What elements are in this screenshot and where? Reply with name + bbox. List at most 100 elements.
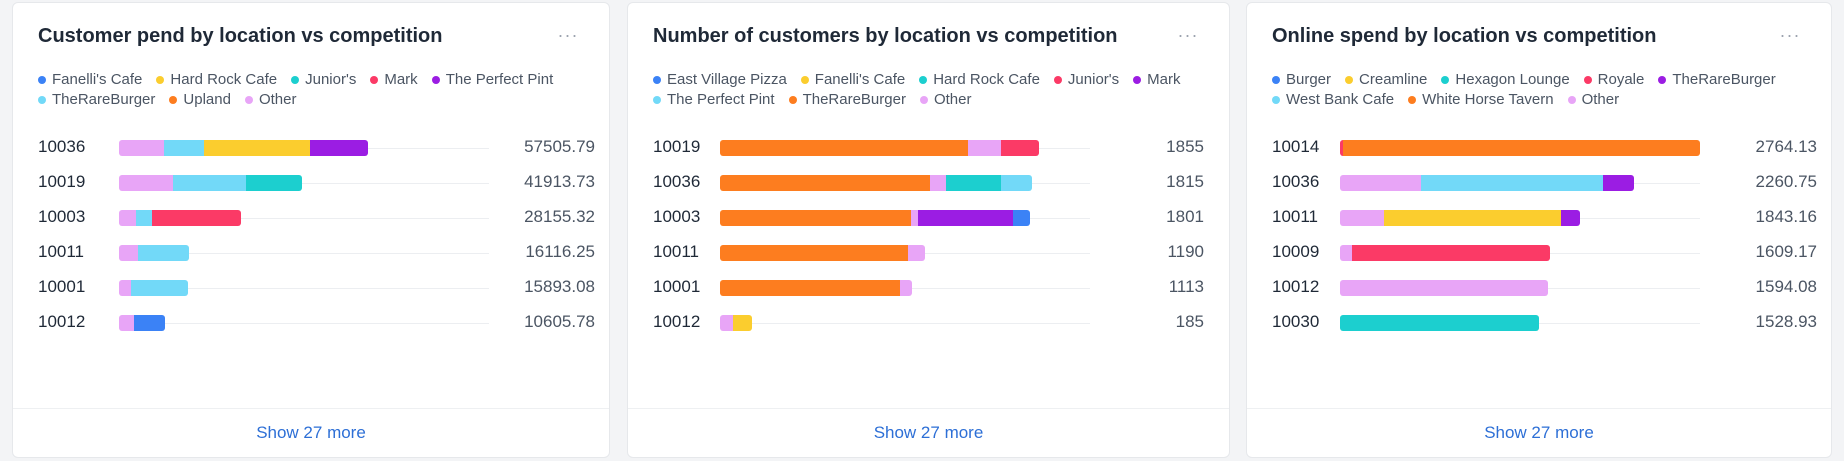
legend-item[interactable]: TheRareBurger [1658, 71, 1776, 89]
stacked-bar [119, 245, 189, 261]
legend-item[interactable]: Other [919, 91, 971, 109]
bar-row[interactable]: 10012 10605.78 [13, 306, 609, 341]
legend-item[interactable]: East Village Pizza [653, 71, 787, 89]
row-location-label: 10012 [1272, 277, 1320, 296]
bar-segment [131, 280, 189, 296]
bar-segment [1340, 140, 1344, 156]
stacked-bar [1340, 245, 1550, 261]
bar-row[interactable]: 10011 1190 [628, 236, 1229, 271]
row-total-value: 1113 [1168, 277, 1204, 296]
legend-item[interactable]: Burger [1272, 71, 1331, 89]
legend-label: Junior's [305, 71, 357, 88]
bar-row[interactable]: 10009 1609.17 [1247, 236, 1831, 271]
legend-item[interactable]: The Perfect Pint [653, 91, 775, 109]
bar-row[interactable]: 10019 41913.73 [13, 166, 609, 201]
row-total-value: 10605.78 [524, 312, 595, 331]
legend-label: Royale [1597, 71, 1645, 88]
row-location-label: 10003 [38, 207, 86, 226]
legend-item[interactable]: TheRareBurger [788, 91, 906, 109]
bar-segment [1561, 210, 1581, 226]
legend-item[interactable]: The Perfect Pint [431, 71, 554, 89]
legend-label: White Horse Tavern [1422, 91, 1554, 108]
bar-row[interactable]: 10011 1843.16 [1247, 201, 1831, 236]
legend-label: Hexagon Lounge [1455, 71, 1570, 88]
legend-item[interactable]: Hard Rock Cafe [919, 71, 1040, 89]
legend-item[interactable]: Junior's [291, 71, 356, 89]
card-footer: Show 27 more [1247, 408, 1831, 457]
card-footer: Show 27 more [13, 408, 609, 457]
row-location-label: 10012 [38, 312, 86, 331]
more-options-button[interactable]: ··· [1173, 23, 1203, 47]
bar-row[interactable]: 10036 2260.75 [1247, 166, 1831, 201]
bar-segment [310, 140, 369, 156]
legend-item[interactable]: Other [1567, 91, 1619, 109]
legend-color-dot [1133, 76, 1142, 84]
legend-color-dot [653, 96, 661, 104]
bar-segment [1340, 245, 1352, 261]
legend-item[interactable]: Mark [1133, 71, 1180, 89]
bar-row[interactable]: 10019 1855 [628, 131, 1229, 166]
legend-item[interactable]: West Bank Cafe [1272, 91, 1394, 109]
bar-segment [135, 210, 153, 226]
legend-item[interactable]: Fanelli's Cafe [38, 71, 142, 89]
bar-row[interactable]: 10012 1594.08 [1247, 271, 1831, 306]
show-more-button[interactable]: Show 27 more [1484, 423, 1594, 442]
bar-segment [1384, 210, 1562, 226]
bar-row[interactable]: 10014 2764.13 [1247, 131, 1831, 166]
row-location-label: 10011 [1272, 207, 1319, 226]
bar-segment [1001, 175, 1033, 191]
bar-row[interactable]: 10036 57505.79 [13, 131, 609, 166]
legend-item[interactable]: TheRareBurger [38, 91, 155, 109]
legend-label: Fanelli's Cafe [814, 71, 906, 88]
bar-row[interactable]: 10036 1815 [628, 166, 1229, 201]
bar-row[interactable]: 10003 28155.32 [13, 201, 609, 236]
more-options-button[interactable]: ··· [1775, 23, 1805, 47]
bar-segment [1603, 175, 1635, 191]
more-options-button[interactable]: ··· [553, 23, 583, 47]
row-location-label: 10014 [1272, 137, 1320, 156]
stacked-bar [720, 210, 1030, 226]
bar-segment [967, 140, 1001, 156]
show-more-button[interactable]: Show 27 more [873, 423, 984, 442]
legend-item[interactable]: Fanelli's Cafe [800, 71, 906, 89]
legend-item[interactable]: Creamline [1345, 71, 1427, 89]
legend-label: The Perfect Pint [445, 71, 554, 88]
row-location-label: 10036 [653, 172, 701, 191]
bar-segment [899, 280, 912, 296]
card-title: Number of customers by location vs compe… [653, 25, 1118, 47]
show-more-button[interactable]: Show 27 more [256, 423, 366, 442]
stacked-bar [119, 140, 369, 156]
legend-item[interactable]: Junior's [1053, 71, 1119, 89]
bar-row[interactable]: 10001 15893.08 [13, 271, 609, 306]
legend-label: Fanelli's Cafe [52, 71, 143, 88]
bar-row[interactable]: 10001 1113 [628, 271, 1229, 306]
legend-item[interactable]: White Horse Tavern [1408, 91, 1554, 109]
legend-item[interactable]: Upland [169, 91, 231, 109]
legend-item[interactable]: Mark [370, 71, 418, 89]
bar-row[interactable]: 10003 1801 [628, 201, 1229, 236]
row-total-value: 1609.17 [1755, 242, 1817, 261]
legend-color-dot [919, 96, 928, 104]
bar-row[interactable]: 10011 16116.25 [13, 236, 609, 271]
legend-color-dot [1408, 96, 1417, 104]
legend-label: Burger [1286, 71, 1332, 88]
legend-item[interactable]: Other [244, 91, 296, 109]
row-total-value: 1594.08 [1755, 277, 1817, 296]
bar-segment [119, 315, 135, 331]
bar-segment [119, 280, 132, 296]
row-track [119, 288, 489, 289]
legend-label: TheRareBurger [52, 91, 156, 108]
stacked-bar [720, 140, 1040, 156]
row-track [720, 323, 1090, 324]
stacked-bar [119, 210, 241, 226]
bar-row[interactable]: 10012 185 [628, 306, 1229, 341]
legend-label: Creamline [1359, 71, 1428, 88]
legend-label: The Perfect Pint [667, 91, 775, 108]
bar-segment [1351, 245, 1550, 261]
legend-item[interactable]: Hexagon Lounge [1441, 71, 1570, 89]
legend-label: West Bank Cafe [1286, 91, 1395, 108]
legend-item[interactable]: Hard Rock Cafe [156, 71, 277, 89]
bar-segment [1000, 140, 1040, 156]
legend-item[interactable]: Royale [1583, 71, 1645, 89]
bar-row[interactable]: 10030 1528.93 [1247, 306, 1831, 341]
